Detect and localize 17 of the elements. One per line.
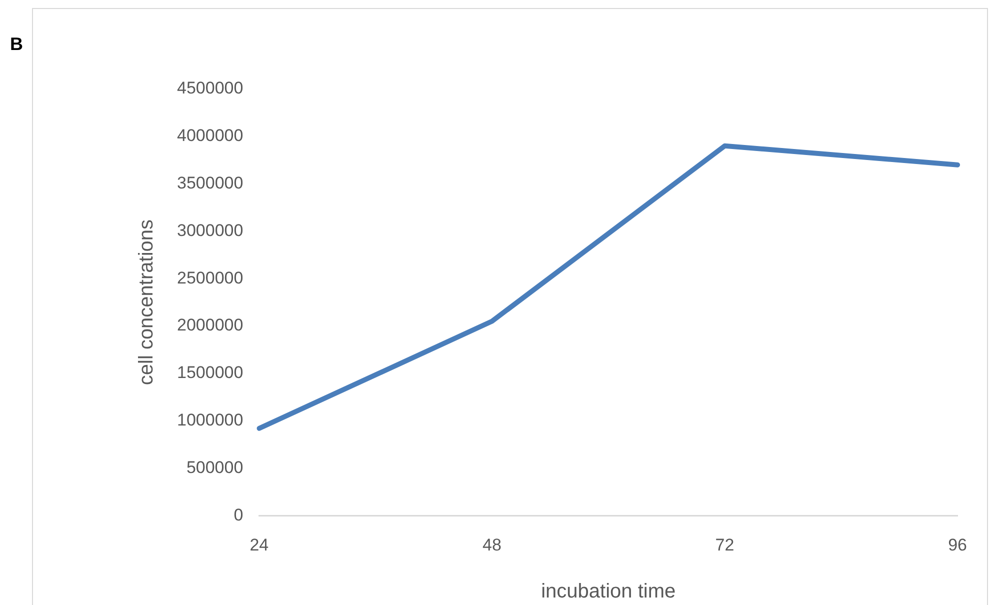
y-tick-label: 500000 bbox=[186, 458, 244, 477]
y-tick-label: 3500000 bbox=[176, 173, 244, 192]
x-tick-label: 72 bbox=[715, 535, 734, 554]
x-tick-label: 48 bbox=[482, 535, 502, 554]
y-tick-label: 3000000 bbox=[176, 220, 244, 240]
x-tick-label: 24 bbox=[250, 535, 269, 554]
y-tick-label: 0 bbox=[234, 505, 244, 524]
text: B bbox=[10, 34, 23, 55]
y-tick-label: 1500000 bbox=[176, 363, 244, 382]
y-tick-label: 4000000 bbox=[176, 126, 244, 146]
x-axis-title: incubation time bbox=[541, 580, 676, 603]
y-axis-title: cell concentrations bbox=[136, 219, 158, 386]
x-tick-label: 96 bbox=[948, 535, 968, 554]
y-tick-label: 1000000 bbox=[176, 410, 244, 430]
y-tick-label: 4500000 bbox=[176, 78, 244, 98]
y-tick-label: 2000000 bbox=[176, 316, 244, 335]
y-tick-label: 2500000 bbox=[176, 268, 244, 288]
